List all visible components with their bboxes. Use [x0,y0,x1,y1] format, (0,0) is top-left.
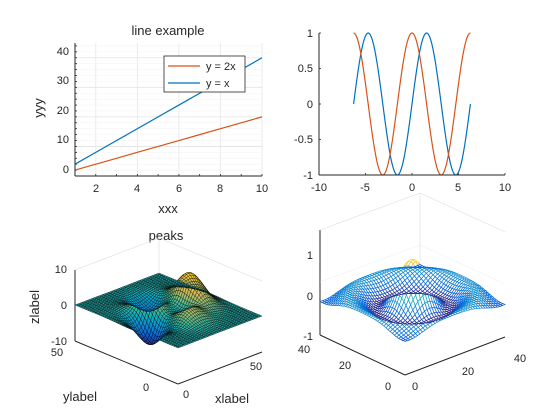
y-ticks-4: 0 20 40 [298,344,391,393]
y-tick-label: 40 [57,46,69,58]
y-tick-label: 20 [57,105,69,117]
x-tick-label: 10 [256,183,268,195]
z-tick-label: 0 [61,300,67,312]
z-axis-label-3: zlabel [27,290,42,324]
x-tick-label: 8 [217,183,223,195]
x-ticks-1: 2 4 6 8 10 [93,183,268,195]
x-tick-label: 50 [250,361,262,373]
series-line-2 [353,32,471,176]
y-tick-label: -0.5 [294,134,313,146]
x-axis-label-3: xlabel [215,391,249,406]
chart-title-1: line example [132,23,205,38]
x-tick-label: 10 [499,182,511,194]
panel-sin-cos: -10 -5 0 5 10 1 0.5 0 -0.5 -1 [294,28,511,194]
panel-line-example: line example 2 4 6 8 10 0 10 20 30 40 xx… [31,23,268,216]
series-line-1 [352,32,472,176]
y-tick-label: 30 [57,75,69,87]
x-tick-label: 0 [409,182,415,194]
legend-1: y = 2x y = x [163,55,246,93]
y-tick-label: 0 [307,99,313,111]
y-tick-label: 10 [57,134,69,146]
y-tick-label: 50 [51,347,63,359]
y-tick-label: 1 [307,28,313,40]
chart-title-3: peaks [149,228,184,243]
axes-2 [318,33,505,176]
z-tick-label: 1 [307,250,313,262]
y-tick-label: 0 [143,382,149,394]
x-tick-label: 0 [412,381,418,393]
series-lines-2 [318,32,506,176]
x-tick-label: -10 [311,182,327,194]
y-ticks-1: 0 10 20 30 40 [57,46,69,176]
y-tick-label: 20 [339,360,351,372]
y-ticks-2: 1 0.5 0 -0.5 -1 [294,28,313,182]
y-tick-label: -1 [303,170,313,182]
z-tick-label: 0 [307,291,313,303]
x-tick-label: -5 [360,182,370,194]
x-tick-label: 2 [93,183,99,195]
x-tick-label: 4 [134,183,140,195]
y-axis-label-1: yyy [31,98,46,118]
x-ticks-4: 0 20 40 [412,353,526,393]
z-ticks-4: 1 0 -1 [303,250,313,343]
z-ticks-3: 10 0 -10 [51,264,67,348]
panel-peaks: peaks 10 0 -10 0 50 0 50 zlabel ylabel x… [27,228,263,406]
z-tick-label: 10 [55,264,67,276]
x-tick-label: 6 [176,183,182,195]
y-ticks-3: 0 50 [51,347,149,394]
x-tick-label: 20 [462,366,474,378]
x-ticks-2: -10 -5 0 5 10 [311,182,511,194]
series-line-1 [74,116,263,171]
y-tick-label: 0.5 [298,63,313,75]
legend-entry: y = 2x [206,61,236,73]
y-axis-label-3: ylabel [63,389,97,404]
z-tick-label: -1 [303,331,313,343]
x-tick-label: 40 [514,353,526,365]
x-axis-label-1: xxx [158,201,178,216]
panel-mesh: 1 0 -1 0 20 40 0 20 40 [298,192,526,393]
legend-entry: y = x [206,78,230,90]
y-tick-label: 0 [63,164,69,176]
y-tick-label: 0 [385,381,391,393]
x-tick-label: 0 [183,389,189,401]
y-tick-label: 40 [298,344,310,356]
x-tick-label: 5 [455,182,461,194]
surface-peaks [74,272,263,349]
axes-1 [74,43,262,177]
